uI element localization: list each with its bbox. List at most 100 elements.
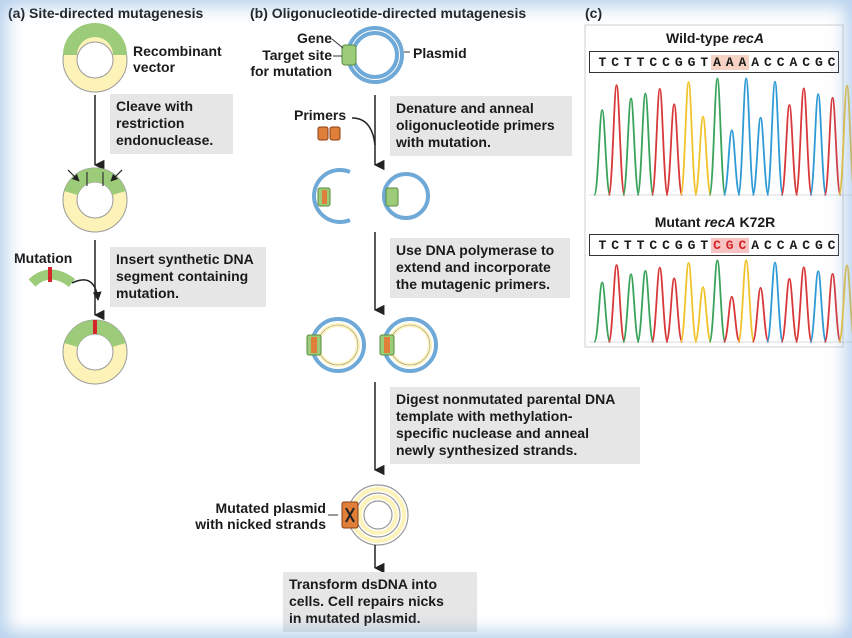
base-letter: C xyxy=(776,237,785,253)
trace-peak xyxy=(593,109,612,196)
trace-peak xyxy=(737,77,756,196)
step-a1-box: Cleave with restriction endonuclease. xyxy=(110,94,233,154)
trace-peak xyxy=(780,104,799,196)
base-letter: A xyxy=(751,237,760,253)
base-letter: G xyxy=(723,237,737,253)
base-letter: C xyxy=(662,237,670,253)
trace-peak xyxy=(708,77,727,196)
base-letter: C xyxy=(802,237,811,253)
mutated-vector-a xyxy=(62,319,128,385)
base-letter: T xyxy=(623,237,632,253)
trace-peak xyxy=(708,259,727,343)
base-letter: G xyxy=(674,237,683,253)
chromatogram-mutant xyxy=(589,259,852,343)
trace-peak xyxy=(780,278,799,343)
trace-peak xyxy=(838,264,852,343)
insert-fragment xyxy=(28,267,102,301)
trace-peak xyxy=(809,270,828,343)
base-letter: A xyxy=(736,54,749,70)
step-b1-box: Denature and anneal oligonucleotide prim… xyxy=(390,96,572,156)
trace-peak xyxy=(679,261,698,343)
base-letter: C xyxy=(802,54,811,70)
trace-peak xyxy=(809,93,828,196)
base-letter: C xyxy=(736,237,749,253)
step-b4-box: Transform dsDNA into cells. Cell repairs… xyxy=(283,572,477,632)
base-letter: T xyxy=(623,54,632,70)
step-a2-box: Insert synthetic DNA segment containing … xyxy=(110,247,266,307)
trace-peak xyxy=(665,277,684,343)
trace-peak xyxy=(665,103,684,196)
recombinant-vector xyxy=(62,23,128,93)
trace-peak xyxy=(794,87,813,196)
trace-peak xyxy=(694,115,712,196)
trace-peak xyxy=(737,259,756,343)
primers-label: Primers xyxy=(294,107,347,123)
base-letter: C xyxy=(764,237,772,253)
trace-peak xyxy=(766,261,784,343)
base-letter: T xyxy=(636,237,645,253)
trace-peak xyxy=(607,84,626,196)
panel-b-title: (b) Oligonucleotide-directed mutagenesis xyxy=(250,5,527,21)
base-letter: G xyxy=(814,54,823,70)
base-letter: G xyxy=(687,54,696,70)
base-letter: C xyxy=(710,237,724,253)
trace-peak xyxy=(838,84,852,196)
step-b3-box: Digest nonmutated parental DNA template … xyxy=(390,387,640,464)
trace-peak xyxy=(650,87,669,196)
recombinant-vector-label: Recombinant vector xyxy=(133,43,222,75)
extended-strands xyxy=(306,317,438,373)
trace-peak xyxy=(593,281,612,343)
plasmid-b xyxy=(331,26,410,84)
base-letter: C xyxy=(764,54,772,70)
trace-peak xyxy=(607,264,626,343)
trace-peak xyxy=(823,272,842,343)
trace-peak xyxy=(722,295,741,343)
base-letter: T xyxy=(636,54,645,70)
mutated-plasmid-label: Mutated plasmid with nicked strands xyxy=(195,500,326,532)
panel-c-title: (c) xyxy=(585,5,603,21)
panel-a-title: (a) Site-directed mutagenesis xyxy=(8,5,204,21)
base-letter: T xyxy=(598,237,607,253)
trace-peak xyxy=(823,96,842,196)
base-letter: A xyxy=(710,54,724,70)
trace-peak xyxy=(622,273,640,343)
base-letter: T xyxy=(700,54,709,70)
base-letter: C xyxy=(776,54,785,70)
step-b2-box: Use DNA polymerase to extend and incorpo… xyxy=(390,238,570,298)
base-letter: C xyxy=(827,54,836,70)
base-letter: T xyxy=(700,237,709,253)
trace-peak xyxy=(636,269,655,343)
panel-c-frame xyxy=(584,24,844,348)
cleaved-vector xyxy=(62,167,128,233)
base-letter: C xyxy=(649,54,658,70)
trace-peak xyxy=(694,286,712,343)
plasmid-label: Plasmid xyxy=(413,45,467,61)
trace-peak xyxy=(751,286,770,343)
base-letter: A xyxy=(751,54,760,70)
mutant-title: Mutant recA K72R xyxy=(654,214,776,230)
base-letter: C xyxy=(611,237,619,253)
target-site-label: Target site for mutation xyxy=(250,47,332,79)
gene-label: Gene xyxy=(296,30,332,46)
trace-peak xyxy=(622,97,640,196)
base-letter: G xyxy=(687,237,696,253)
base-letter: C xyxy=(611,54,619,70)
base-letter: A xyxy=(723,54,737,70)
base-letter: T xyxy=(598,54,607,70)
mutation-label: Mutation xyxy=(14,250,73,266)
trace-peak xyxy=(636,92,655,196)
denatured-strands xyxy=(312,168,430,224)
base-letter: C xyxy=(649,237,658,253)
chromatogram-wild-type xyxy=(589,77,852,196)
base-letter: A xyxy=(789,237,798,253)
trace-peak xyxy=(650,266,669,343)
primers xyxy=(317,117,376,146)
trace-peak xyxy=(794,266,813,343)
trace-peak xyxy=(766,80,784,196)
base-letter: A xyxy=(789,54,798,70)
base-letter: G xyxy=(814,237,823,253)
base-letter: C xyxy=(827,237,836,253)
